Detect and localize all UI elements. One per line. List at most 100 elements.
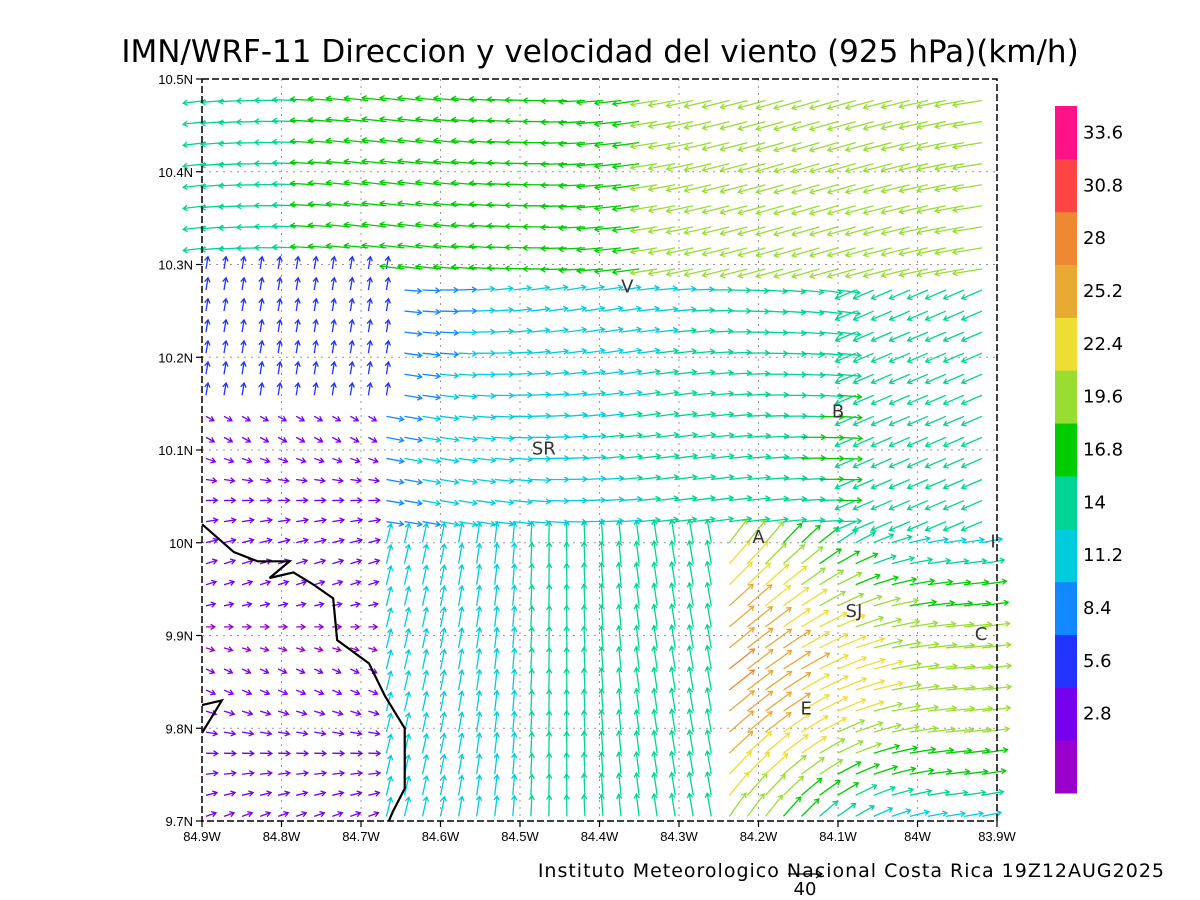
wind-arrow	[808, 184, 838, 195]
wind-arrow	[888, 499, 911, 511]
wind-arrow	[510, 562, 518, 585]
wind-arrow	[368, 477, 381, 484]
wind-arrow	[755, 205, 784, 216]
wind-arrow	[332, 646, 342, 653]
wind-arrow	[476, 478, 497, 485]
wind-arrow	[852, 373, 874, 385]
wind-arrow	[457, 584, 465, 606]
wind-arrow	[476, 456, 497, 464]
wind-arrow	[350, 770, 364, 777]
wind-arrow	[314, 750, 328, 757]
wind-arrow	[651, 603, 658, 627]
wind-arrow	[819, 548, 842, 565]
wind-arrow	[651, 561, 658, 585]
wind-arrow	[223, 646, 234, 653]
wind-arrow	[368, 537, 382, 544]
wind-arrow	[808, 247, 838, 258]
wind-arrow	[494, 349, 515, 356]
wind-arrow	[782, 522, 803, 544]
wind-arrow	[837, 782, 860, 796]
colorbar-label: 11.2	[1083, 545, 1123, 566]
wind-arrow	[852, 478, 874, 490]
colorbar-label: 2.8	[1083, 704, 1112, 725]
wind-arrow	[493, 605, 500, 627]
wind-arrow	[819, 517, 845, 524]
wind-arrow	[510, 752, 518, 775]
wind-arrow	[888, 310, 911, 322]
colorbar-label: 33.6	[1083, 122, 1123, 143]
wind-arrow	[880, 226, 910, 236]
wind-arrow	[439, 753, 447, 775]
wind-arrow	[563, 562, 570, 585]
wind-arrow	[801, 798, 820, 817]
wind-arrow	[924, 457, 947, 469]
wind-arrow	[819, 674, 850, 691]
wind-arrow	[384, 276, 392, 291]
wind-arrow	[924, 331, 947, 343]
wind-arrow	[421, 606, 430, 628]
wind-arrow	[440, 457, 460, 464]
wind-arrow	[223, 436, 234, 443]
wind-arrow	[951, 163, 983, 171]
wind-arrow	[403, 648, 412, 670]
wind-arrow	[916, 163, 947, 172]
wind-arrow	[580, 646, 588, 670]
wind-arrow	[422, 520, 442, 528]
wind-arrow	[296, 770, 310, 777]
wind-arrow	[620, 305, 642, 312]
wind-arrow	[580, 793, 588, 817]
wind-arrow	[615, 561, 623, 585]
wind-arrow	[693, 286, 715, 293]
wind-arrow	[332, 668, 342, 675]
wind-arrow	[639, 326, 661, 334]
wind-arrow	[439, 606, 447, 628]
wind-arrow	[728, 710, 755, 733]
wind-arrow	[314, 790, 327, 797]
wind-arrow	[350, 750, 364, 757]
wind-arrow	[332, 710, 344, 717]
wind-arrow	[629, 247, 658, 255]
wind-arrow	[960, 478, 983, 490]
wind-arrow	[475, 710, 483, 733]
colorbar-swatch	[1055, 528, 1077, 583]
wind-arrow	[296, 601, 307, 608]
wind-arrow	[615, 540, 623, 564]
wind-arrow	[439, 627, 447, 649]
wind-arrow	[728, 561, 753, 586]
wind-arrow	[683, 99, 712, 109]
wind-arrow	[493, 626, 500, 649]
wind-arrow	[602, 347, 625, 354]
wind-arrow	[528, 541, 535, 564]
wind-arrow	[440, 372, 460, 379]
wind-arrow	[862, 247, 892, 258]
wind-arrow	[223, 730, 237, 737]
wind-arrow	[295, 811, 308, 818]
wind-arrow	[620, 495, 643, 503]
wind-arrow	[933, 120, 965, 130]
wind-arrow	[891, 661, 922, 670]
wind-arrow	[898, 184, 928, 194]
wind-arrow	[963, 789, 987, 796]
wind-arrow	[704, 792, 712, 817]
wind-arrow	[888, 415, 911, 427]
wind-arrow	[598, 582, 605, 606]
wind-arrow	[916, 99, 947, 109]
wind-arrow	[651, 666, 658, 691]
colorbar-label: 14	[1083, 492, 1106, 513]
wind-arrow	[909, 535, 931, 544]
wind-arrow	[205, 790, 219, 797]
wind-arrow	[755, 268, 784, 279]
wind-arrow	[837, 592, 865, 607]
wind-arrow	[563, 751, 570, 775]
wind-arrow	[801, 567, 826, 586]
wind-arrow	[403, 796, 412, 817]
wind-arrow	[512, 413, 534, 420]
wind-arrow	[314, 623, 325, 631]
wind-arrow	[475, 521, 483, 543]
wind-arrow	[530, 476, 552, 484]
wind-arrow	[873, 806, 894, 817]
wind-arrow	[403, 522, 412, 543]
wind-arrow	[755, 142, 784, 153]
wind-arrow	[933, 163, 965, 172]
wind-arrow	[629, 184, 658, 192]
